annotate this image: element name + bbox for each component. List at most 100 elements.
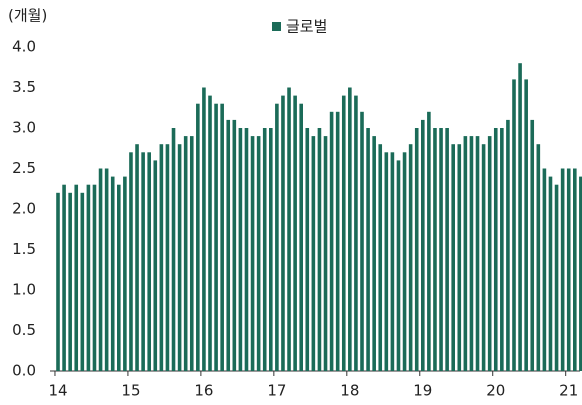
bar bbox=[244, 128, 249, 371]
bar bbox=[238, 128, 243, 371]
bar bbox=[445, 128, 449, 371]
bar bbox=[396, 160, 401, 371]
bar bbox=[129, 152, 133, 371]
bar bbox=[165, 144, 170, 371]
bar bbox=[487, 136, 492, 371]
bar bbox=[518, 63, 522, 371]
bar bbox=[548, 176, 553, 371]
bar bbox=[427, 111, 431, 372]
x-tick-label: 14 bbox=[48, 382, 67, 400]
bar bbox=[524, 79, 528, 372]
bar bbox=[560, 168, 565, 371]
bar bbox=[530, 119, 535, 372]
bar bbox=[366, 128, 370, 371]
bar bbox=[573, 168, 577, 371]
bar bbox=[536, 144, 541, 371]
legend-swatch bbox=[272, 22, 281, 31]
bar bbox=[287, 87, 291, 371]
bar bbox=[566, 168, 571, 371]
bar bbox=[250, 136, 255, 371]
x-tick-label: 16 bbox=[194, 382, 213, 400]
bar bbox=[183, 136, 188, 371]
y-tick-label: 2.0 bbox=[12, 200, 36, 218]
bar bbox=[354, 95, 358, 371]
x-tick-label: 21 bbox=[559, 382, 578, 400]
bar bbox=[214, 103, 218, 371]
bar bbox=[281, 95, 285, 371]
x-tick-label: 15 bbox=[121, 382, 140, 400]
bar bbox=[390, 152, 395, 371]
bar bbox=[414, 128, 419, 371]
bar bbox=[62, 184, 66, 371]
y-tick-label: 4.0 bbox=[12, 38, 36, 56]
x-tick-label: 17 bbox=[267, 382, 286, 400]
bar bbox=[475, 136, 480, 371]
bar bbox=[451, 144, 455, 371]
bar bbox=[469, 136, 474, 371]
bar bbox=[506, 119, 510, 372]
bar bbox=[554, 184, 559, 371]
x-tick-label: 20 bbox=[486, 382, 505, 400]
bar bbox=[177, 144, 182, 371]
bar bbox=[421, 119, 425, 372]
y-axis-label: (개월) bbox=[8, 7, 47, 25]
bar bbox=[98, 168, 103, 371]
bar bbox=[402, 152, 407, 371]
bar bbox=[542, 168, 547, 371]
bar bbox=[433, 128, 437, 371]
bar bbox=[80, 192, 85, 371]
bar bbox=[256, 136, 261, 371]
bar bbox=[117, 184, 121, 371]
bar bbox=[348, 87, 352, 371]
bar bbox=[341, 95, 346, 371]
bar bbox=[384, 152, 389, 371]
y-tick-label: 3.0 bbox=[12, 119, 36, 137]
bar bbox=[269, 128, 273, 371]
x-tick-label: 19 bbox=[413, 382, 432, 400]
bar bbox=[493, 128, 498, 371]
bar bbox=[311, 136, 316, 371]
y-tick-label: 3.5 bbox=[12, 78, 36, 96]
bar bbox=[141, 152, 145, 371]
bar bbox=[135, 144, 139, 371]
bar bbox=[329, 111, 334, 372]
y-tick-label: 1.5 bbox=[12, 240, 36, 258]
bar bbox=[378, 144, 383, 371]
x-tick-label: 18 bbox=[340, 382, 359, 400]
bar bbox=[171, 128, 176, 371]
bar bbox=[56, 192, 60, 371]
bar bbox=[86, 184, 91, 371]
bar bbox=[189, 136, 194, 371]
bar bbox=[293, 95, 297, 371]
bar bbox=[317, 128, 322, 371]
bar bbox=[220, 103, 224, 371]
bar bbox=[68, 192, 72, 371]
bar bbox=[463, 136, 468, 371]
bar bbox=[360, 111, 364, 372]
bar bbox=[457, 144, 462, 371]
bar bbox=[323, 136, 328, 371]
bar bbox=[74, 184, 79, 371]
bar bbox=[275, 103, 279, 371]
bar bbox=[147, 152, 151, 371]
bar bbox=[439, 128, 443, 371]
bar bbox=[305, 128, 310, 371]
bar bbox=[262, 128, 267, 371]
bar bbox=[481, 144, 486, 371]
bar bbox=[500, 128, 504, 371]
bar bbox=[153, 160, 158, 371]
bar bbox=[104, 168, 109, 371]
bar bbox=[226, 119, 231, 372]
y-tick-label: 0.0 bbox=[12, 362, 36, 380]
legend-label: 글로벌 bbox=[286, 18, 327, 36]
bar bbox=[110, 176, 115, 371]
bar bbox=[372, 136, 376, 371]
bar bbox=[208, 95, 212, 371]
y-tick-label: 1.0 bbox=[12, 281, 36, 299]
bar bbox=[232, 119, 237, 372]
bar bbox=[512, 79, 516, 372]
bar bbox=[196, 103, 200, 371]
bar bbox=[579, 176, 582, 371]
y-tick-label: 2.5 bbox=[12, 159, 36, 177]
